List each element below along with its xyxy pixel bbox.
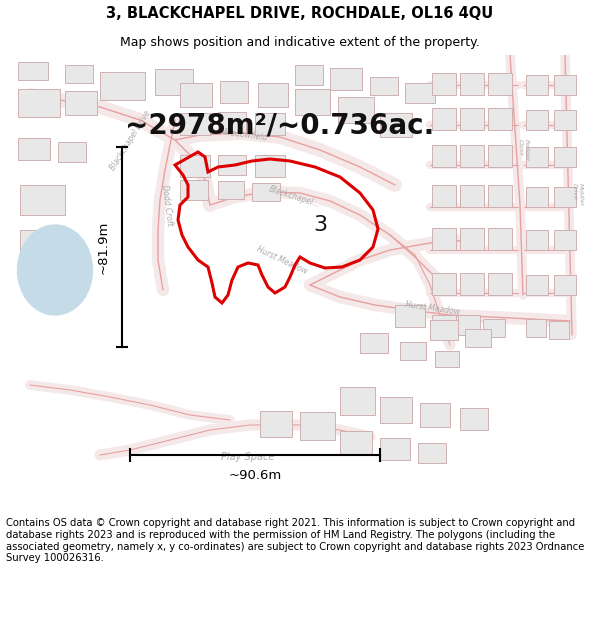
Polygon shape <box>18 89 60 117</box>
Polygon shape <box>488 73 512 95</box>
Polygon shape <box>260 411 292 437</box>
Polygon shape <box>460 228 484 250</box>
Polygon shape <box>20 185 65 215</box>
Polygon shape <box>340 387 375 415</box>
Text: Badger
Close: Badger Close <box>518 139 530 161</box>
Polygon shape <box>370 77 398 95</box>
Polygon shape <box>430 320 458 340</box>
Text: Dodd Croft: Dodd Croft <box>160 184 174 226</box>
Polygon shape <box>65 65 93 83</box>
Polygon shape <box>218 112 246 132</box>
Polygon shape <box>432 145 456 167</box>
Polygon shape <box>220 81 248 103</box>
Polygon shape <box>180 83 212 107</box>
Polygon shape <box>420 403 450 427</box>
Polygon shape <box>460 108 484 130</box>
Polygon shape <box>483 319 505 337</box>
Text: 3, BLACKCHAPEL DRIVE, ROCHDALE, OL16 4QU: 3, BLACKCHAPEL DRIVE, ROCHDALE, OL16 4QU <box>106 6 494 21</box>
Polygon shape <box>460 408 488 430</box>
Polygon shape <box>554 187 576 207</box>
Polygon shape <box>549 321 569 339</box>
Polygon shape <box>465 329 491 347</box>
Text: ~2978m²/~0.736ac.: ~2978m²/~0.736ac. <box>125 111 434 139</box>
Polygon shape <box>330 68 362 90</box>
Polygon shape <box>252 183 280 201</box>
Polygon shape <box>488 185 512 207</box>
Polygon shape <box>405 83 435 103</box>
Polygon shape <box>295 65 323 85</box>
Polygon shape <box>460 73 484 95</box>
Polygon shape <box>488 108 512 130</box>
Polygon shape <box>20 230 55 255</box>
Polygon shape <box>380 438 410 460</box>
Polygon shape <box>460 185 484 207</box>
Polygon shape <box>526 75 548 95</box>
Polygon shape <box>526 147 548 167</box>
Polygon shape <box>526 319 546 337</box>
Polygon shape <box>418 443 446 463</box>
Polygon shape <box>458 315 480 335</box>
Polygon shape <box>295 89 330 115</box>
Polygon shape <box>554 75 576 95</box>
Text: Blackchapel Drive: Blackchapel Drive <box>108 108 152 172</box>
Text: Contains OS data © Crown copyright and database right 2021. This information is : Contains OS data © Crown copyright and d… <box>6 518 584 563</box>
Text: Middler
Drive: Middler Drive <box>572 183 584 207</box>
Polygon shape <box>255 155 285 177</box>
Text: Map shows position and indicative extent of the property.: Map shows position and indicative extent… <box>120 36 480 49</box>
Text: Hurst Meadow: Hurst Meadow <box>405 300 461 316</box>
Polygon shape <box>488 228 512 250</box>
Polygon shape <box>432 73 456 95</box>
Polygon shape <box>258 83 288 107</box>
Polygon shape <box>526 187 548 207</box>
Polygon shape <box>554 230 576 250</box>
Text: ~81.9m: ~81.9m <box>97 220 110 274</box>
Polygon shape <box>380 397 412 423</box>
Polygon shape <box>526 110 548 130</box>
Polygon shape <box>554 110 576 130</box>
Polygon shape <box>432 273 456 295</box>
Polygon shape <box>300 412 335 440</box>
Polygon shape <box>180 155 210 177</box>
Polygon shape <box>218 155 246 175</box>
Polygon shape <box>380 113 412 137</box>
Polygon shape <box>432 185 456 207</box>
Polygon shape <box>338 97 374 123</box>
Polygon shape <box>488 273 512 295</box>
Polygon shape <box>255 113 285 135</box>
Polygon shape <box>155 69 193 95</box>
Polygon shape <box>360 333 388 353</box>
Polygon shape <box>180 180 208 200</box>
Polygon shape <box>218 181 244 199</box>
Polygon shape <box>432 228 456 250</box>
Text: ~90.6m: ~90.6m <box>229 469 281 482</box>
Polygon shape <box>18 138 50 160</box>
Text: Hurst Meadow: Hurst Meadow <box>255 244 308 276</box>
Polygon shape <box>435 351 459 367</box>
Polygon shape <box>460 145 484 167</box>
Polygon shape <box>432 315 456 335</box>
Polygon shape <box>526 230 548 250</box>
Polygon shape <box>554 275 576 295</box>
Polygon shape <box>395 305 425 327</box>
Polygon shape <box>432 108 456 130</box>
Text: Blackchapel...: Blackchapel... <box>268 184 322 209</box>
Ellipse shape <box>17 225 92 315</box>
Polygon shape <box>18 62 48 80</box>
Polygon shape <box>100 72 145 100</box>
Polygon shape <box>340 431 372 455</box>
Text: Meadowfield: Meadowfield <box>220 127 269 143</box>
Polygon shape <box>526 275 548 295</box>
Polygon shape <box>65 91 97 115</box>
Polygon shape <box>400 342 426 360</box>
Polygon shape <box>180 113 210 135</box>
Polygon shape <box>554 147 576 167</box>
Polygon shape <box>460 273 484 295</box>
Polygon shape <box>58 142 86 162</box>
Text: Play Space: Play Space <box>221 452 275 462</box>
Polygon shape <box>488 145 512 167</box>
Text: 3: 3 <box>313 215 327 235</box>
